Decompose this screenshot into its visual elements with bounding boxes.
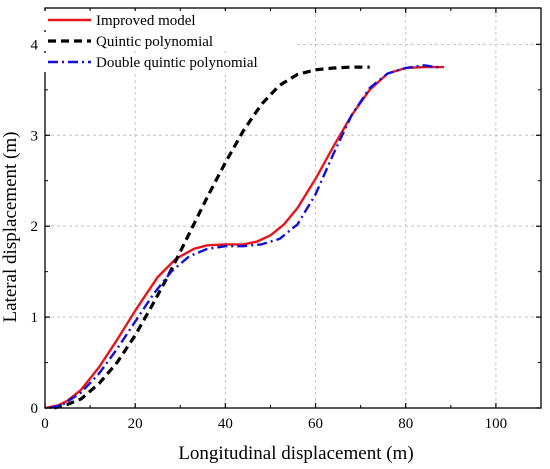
x-tick-label: 20 <box>128 416 143 432</box>
x-tick-label: 0 <box>41 416 49 432</box>
x-tick-label: 80 <box>398 416 413 432</box>
legend-bg <box>44 53 294 72</box>
legend-label-3: Double quintic polynomial <box>96 55 258 71</box>
series-lines <box>44 64 445 410</box>
legend-bg <box>44 11 294 30</box>
x-tick-label: 60 <box>308 416 323 432</box>
y-axis-label: Lateral displacement (m) <box>0 132 21 323</box>
y-tick-label: 4 <box>31 37 39 53</box>
x-tick-label: 40 <box>218 416 233 432</box>
plot-frame <box>44 7 542 409</box>
series-line-2 <box>53 65 370 410</box>
legend-label-1: Improved model <box>96 13 196 29</box>
y-tick-label: 3 <box>31 128 39 144</box>
axes: 0 20 40 60 80 100 0 1 2 3 4 <box>31 7 542 432</box>
series-line-3 <box>49 64 442 410</box>
legend-bg <box>44 32 294 51</box>
series-line-1 <box>44 65 445 410</box>
legend-label-2: Quintic polynomial <box>96 34 213 50</box>
x-tick-label: 100 <box>485 416 508 432</box>
x-axis-label: Longitudinal displacement (m) <box>178 443 413 464</box>
y-tick-label: 0 <box>31 401 39 417</box>
y-tick-label: 2 <box>31 219 39 235</box>
y-tick-label: 1 <box>31 310 39 326</box>
legend: Improved model Quintic polynomial Double q… <box>44 11 294 72</box>
